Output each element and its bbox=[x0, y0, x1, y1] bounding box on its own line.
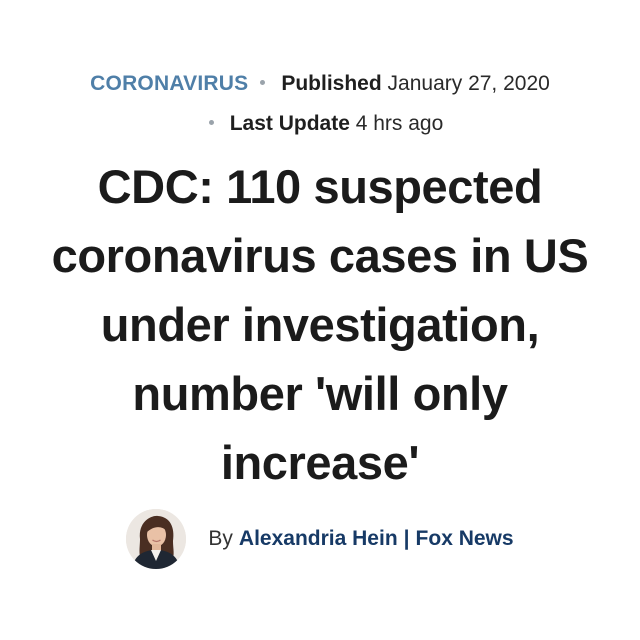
byline-separator: | bbox=[403, 527, 410, 550]
published-label: Published bbox=[281, 72, 382, 95]
headline-line: coronavirus cases in US bbox=[51, 229, 589, 282]
published-date: January 27, 2020 bbox=[387, 72, 550, 95]
last-update-label: Last Update bbox=[229, 112, 350, 135]
byline: By Alexandria Hein | Fox News bbox=[0, 508, 640, 570]
bullet-dot-icon bbox=[260, 79, 266, 85]
category-link[interactable]: CORONAVIRUS bbox=[90, 72, 249, 95]
byline-prefix: By bbox=[208, 527, 233, 550]
article-headline: CDC: 110 suspected coronavirus cases in … bbox=[0, 152, 640, 497]
person-avatar-icon bbox=[126, 509, 187, 569]
article-meta-updated: Last Update 4 hrs ago bbox=[0, 112, 640, 136]
headline-line: under investigation, bbox=[100, 298, 540, 351]
author-avatar[interactable] bbox=[126, 509, 187, 569]
headline-line: increase' bbox=[220, 436, 420, 489]
headline-line: number 'will only bbox=[132, 367, 508, 420]
headline-line: CDC: 110 suspected bbox=[97, 160, 543, 213]
article-meta-published: CORONAVIRUS Published January 27, 2020 bbox=[0, 72, 640, 96]
last-update-value: 4 hrs ago bbox=[355, 112, 444, 135]
bullet-dot-icon bbox=[208, 119, 214, 125]
outlet-name-link[interactable]: Fox News bbox=[415, 527, 514, 550]
author-name-link[interactable]: Alexandria Hein bbox=[238, 527, 398, 550]
